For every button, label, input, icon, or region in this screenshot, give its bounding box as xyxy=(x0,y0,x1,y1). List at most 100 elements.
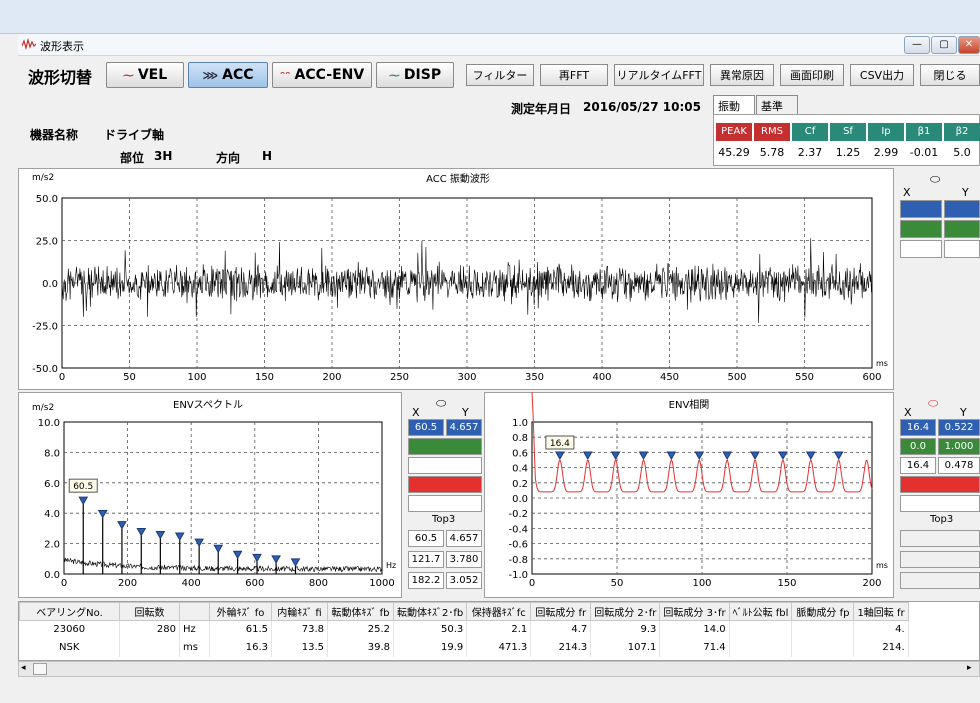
window-caption xyxy=(18,34,980,56)
corr-xtick-label: 200 xyxy=(862,578,881,589)
table-header-cell[interactable]: 転動体ｷｽﾞ fb xyxy=(327,602,394,621)
tab-standard[interactable]: 基準値 xyxy=(756,95,798,129)
wave-series-line xyxy=(61,238,873,324)
wave-xtick-label: 150 xyxy=(255,372,274,383)
disp-button[interactable]: ⁓ DISP xyxy=(376,62,454,88)
minimize-button[interactable]: — xyxy=(904,36,930,54)
corr-top2 xyxy=(900,551,980,568)
table-header-cell[interactable]: 脈動成分 fp xyxy=(791,602,855,621)
table-header-cell[interactable]: ﾍﾞﾙﾄ公転 fbl xyxy=(728,602,793,621)
realtime-fft-button[interactable]: リアルタイムFFT xyxy=(614,64,704,86)
spec-cursor-icon: ⬭ xyxy=(436,396,447,410)
vel-button[interactable]: ⁓ VEL xyxy=(106,62,184,88)
vib-header-4: Ip xyxy=(868,123,904,141)
horizontal-scrollbar[interactable]: ◂ ▸ xyxy=(18,661,980,677)
tab-vibration[interactable]: 振動値 xyxy=(713,95,755,129)
direction-label: 方向 xyxy=(216,151,241,165)
wave-xtick-label: 0 xyxy=(59,372,65,383)
wave-icon: ⋙ xyxy=(202,68,219,82)
table-cell: ms xyxy=(179,638,210,657)
table-cell xyxy=(729,620,793,639)
csv-button[interactable]: CSV出力 xyxy=(850,64,914,86)
table-header-cell[interactable]: 回転数 xyxy=(119,602,180,621)
corr-xtick-label: 100 xyxy=(692,578,711,589)
corr-peak-marker xyxy=(722,451,733,461)
spec-top2-y: 3.780 xyxy=(446,551,482,568)
table-cell xyxy=(791,620,855,639)
corr-ytick-label: 0.0 xyxy=(512,494,528,505)
corr-marker-box xyxy=(545,435,575,450)
corr-ytick-label: -0.8 xyxy=(508,555,528,566)
wave-x-unit: ms xyxy=(876,359,888,368)
table-cell: NSK xyxy=(19,638,120,657)
table-cell: 280 xyxy=(119,620,180,639)
spec-peak-marker xyxy=(252,553,262,563)
spec-peak-marker xyxy=(213,544,224,554)
part-label: 部位 xyxy=(120,151,145,165)
table-header-cell[interactable]: 回転成分 3･fr xyxy=(659,602,730,621)
corr-peak-marker xyxy=(833,451,844,461)
wave-ytick-label: 0.0 xyxy=(42,279,58,290)
table-header-cell[interactable]: 回転成分 fr xyxy=(530,602,592,621)
acc-env-button[interactable]: ᵔᵔ ACC-ENV xyxy=(272,62,372,88)
vib-value-6: 5.0 xyxy=(953,146,971,159)
disp-label: DISP xyxy=(403,67,442,83)
table-cell: 4.7 xyxy=(530,620,592,639)
cause-button[interactable]: 異常原因 xyxy=(710,64,774,86)
wave-xtick-label: 450 xyxy=(660,372,679,383)
corr-ytick-label: 0.4 xyxy=(512,464,528,475)
table-row[interactable]: NSK ms 16.3 13.5 39.8 19.9 471.3 214.3 107.1 71.4… xyxy=(19,638,909,657)
close-window-button[interactable]: 閉じる xyxy=(920,64,980,86)
corr-peak-marker xyxy=(638,451,649,461)
table-cell xyxy=(729,638,793,657)
measure-date: 2016/05/27 10:05 xyxy=(583,100,701,114)
table-cell xyxy=(791,638,855,657)
scroll-right-icon[interactable]: ▸ xyxy=(967,663,972,673)
table-cell: 39.8 xyxy=(327,638,394,657)
corr-ytick-label: 0.8 xyxy=(512,433,528,444)
table-header-cell[interactable]: 保持器ｷｽﾞfc xyxy=(466,602,532,621)
filter-button[interactable]: フィルター xyxy=(466,64,534,86)
spec-marker-box xyxy=(68,478,98,493)
table-header-cell[interactable]: 回転成分 2･fr xyxy=(590,602,661,621)
table-header-cell[interactable]: 転動体ｷｽﾞ2･fb xyxy=(392,602,468,621)
table-header-cell[interactable]: 1軸回転 fr xyxy=(853,602,909,621)
print-button[interactable]: 画面印刷 xyxy=(780,64,844,86)
corr-peak-marker xyxy=(750,451,760,461)
measure-date-label: 測定年月日 xyxy=(511,102,572,116)
acc-button[interactable]: ⋙ ACC xyxy=(188,62,268,88)
spec-xtick-label: 200 xyxy=(118,578,137,589)
corr-ytick-label: 0.2 xyxy=(512,479,528,490)
corr-top3-label: Top3 xyxy=(930,514,954,525)
window-title: 波形表示 xyxy=(40,40,84,53)
spec-top3-x: 182.2 xyxy=(408,572,444,589)
vib-header-0: PEAK xyxy=(716,123,752,141)
vib-value-5: -0.01 xyxy=(909,146,939,159)
table-header-cell[interactable]: 外輪ｷｽﾞ fo xyxy=(209,602,272,621)
scroll-thumb[interactable] xyxy=(33,663,47,675)
close-button[interactable]: ✕ xyxy=(958,36,980,54)
wave-unit-label: m/s2 xyxy=(32,173,54,183)
table-cell: 9.3 xyxy=(590,620,661,639)
corr-peak-marker xyxy=(610,451,621,461)
corr-xtick-label: 0 xyxy=(529,578,535,589)
corr-x-unit: ms xyxy=(876,561,888,570)
wave-chart: m/s2 ACC 振動波形 50.0 25.0 0.0 -25.0 -50.00 50 100 1… xyxy=(32,172,888,383)
spec-ytick-label: 10.0 xyxy=(38,418,60,429)
table-header-cell[interactable]: ベアリングNo. xyxy=(19,602,120,621)
table-header-cell[interactable] xyxy=(179,602,210,621)
maximize-button[interactable]: ▢ xyxy=(931,36,957,54)
wave-xtick-label: 350 xyxy=(525,372,544,383)
spec-ytick-label: 0.0 xyxy=(44,570,60,581)
scroll-left-icon[interactable]: ◂ xyxy=(21,663,26,673)
corr-cursor-icon: ⬭ xyxy=(928,396,939,410)
spec-top3-y: 3.052 xyxy=(446,572,482,589)
corr-red-bar xyxy=(900,476,980,493)
corr-peak-marker xyxy=(666,451,677,461)
wave-cursor1-x xyxy=(900,200,942,218)
wave-xtick-label: 600 xyxy=(862,372,881,383)
table-header-cell[interactable]: 内輪ｷｽﾞ fi xyxy=(271,602,328,621)
corr-ytick-label: -0.4 xyxy=(508,524,528,535)
refft-button[interactable]: 再FFT xyxy=(540,64,608,86)
table-row[interactable]: 23060 280 Hz 61.5 73.8 25.2 50.3 2.1 4.7 9.3 14.0 4… xyxy=(19,620,909,639)
